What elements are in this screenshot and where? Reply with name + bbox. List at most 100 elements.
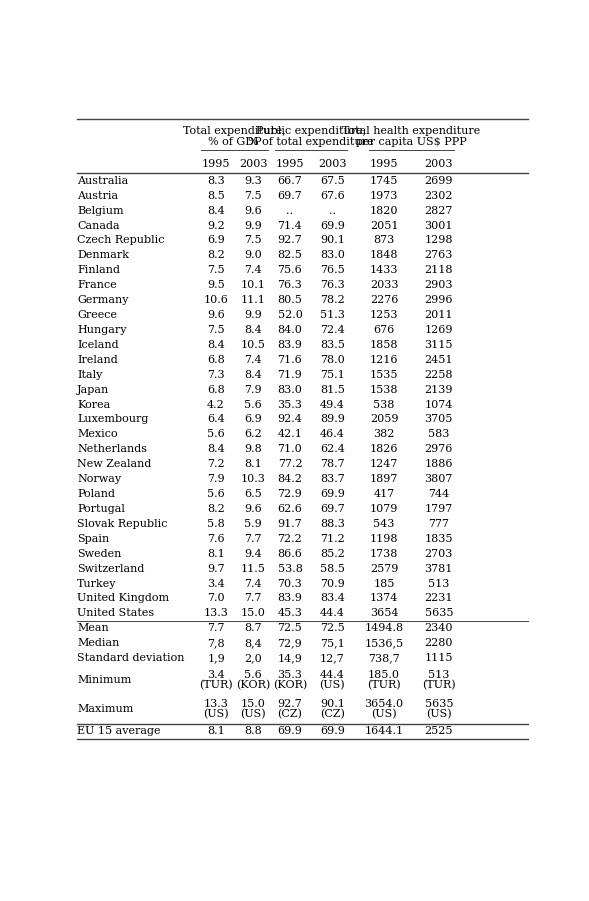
- Text: 7.4: 7.4: [244, 578, 262, 588]
- Text: 2763: 2763: [425, 250, 453, 260]
- Text: 75.6: 75.6: [277, 265, 302, 276]
- Text: 83.9: 83.9: [277, 340, 302, 350]
- Text: 11.5: 11.5: [241, 564, 266, 574]
- Text: 1973: 1973: [370, 191, 398, 201]
- Text: 1826: 1826: [370, 444, 398, 454]
- Text: 1535: 1535: [370, 369, 398, 379]
- Text: 76.3: 76.3: [277, 280, 302, 290]
- Text: 5.6: 5.6: [244, 669, 262, 680]
- Text: 2003: 2003: [318, 159, 346, 169]
- Text: 1,9: 1,9: [207, 653, 225, 663]
- Text: 92.7: 92.7: [277, 699, 302, 709]
- Text: 676: 676: [373, 325, 395, 335]
- Text: Canada: Canada: [77, 221, 120, 231]
- Text: 72.9: 72.9: [277, 489, 302, 499]
- Text: 382: 382: [373, 430, 395, 440]
- Text: 6.2: 6.2: [244, 430, 262, 440]
- Text: 67.5: 67.5: [320, 176, 345, 186]
- Text: Netherlands: Netherlands: [77, 444, 147, 454]
- Text: 35.3: 35.3: [277, 399, 302, 410]
- Text: 3807: 3807: [425, 474, 453, 484]
- Text: 8.2: 8.2: [207, 504, 225, 514]
- Text: 8.4: 8.4: [244, 369, 262, 379]
- Text: 513: 513: [428, 578, 449, 588]
- Text: 538: 538: [373, 399, 395, 410]
- Text: 2011: 2011: [425, 310, 453, 320]
- Text: Norway: Norway: [77, 474, 121, 484]
- Text: 1820: 1820: [370, 205, 398, 215]
- Text: 83.5: 83.5: [320, 340, 345, 350]
- Text: 90.1: 90.1: [320, 235, 345, 245]
- Text: 46.4: 46.4: [320, 430, 345, 440]
- Text: 2003: 2003: [239, 159, 267, 169]
- Text: 70.9: 70.9: [320, 578, 345, 588]
- Text: 2340: 2340: [425, 623, 453, 633]
- Text: 67.6: 67.6: [320, 191, 345, 201]
- Text: New Zealand: New Zealand: [77, 460, 151, 469]
- Text: 2280: 2280: [425, 638, 453, 648]
- Text: Austria: Austria: [77, 191, 118, 201]
- Text: 7.0: 7.0: [207, 594, 225, 604]
- Text: ..: ..: [286, 205, 293, 215]
- Text: EU 15 average: EU 15 average: [77, 726, 161, 736]
- Text: 77.2: 77.2: [277, 460, 302, 469]
- Text: 1074: 1074: [425, 399, 453, 410]
- Text: 4.2: 4.2: [207, 399, 225, 410]
- Text: 5.6: 5.6: [207, 430, 225, 440]
- Text: 84.0: 84.0: [277, 325, 302, 335]
- Text: 738,7: 738,7: [368, 653, 400, 663]
- Text: Median: Median: [77, 638, 120, 648]
- Text: 2976: 2976: [425, 444, 453, 454]
- Text: 1494.8: 1494.8: [365, 623, 403, 633]
- Text: Hungary: Hungary: [77, 325, 127, 335]
- Text: 6.9: 6.9: [207, 235, 225, 245]
- Text: 89.9: 89.9: [320, 414, 345, 424]
- Text: Spain: Spain: [77, 533, 110, 544]
- Text: 2703: 2703: [425, 549, 453, 559]
- Text: 2996: 2996: [425, 296, 453, 305]
- Text: 8.4: 8.4: [207, 444, 225, 454]
- Text: 583: 583: [428, 430, 449, 440]
- Text: 8.3: 8.3: [207, 176, 225, 186]
- Text: 10.3: 10.3: [241, 474, 266, 484]
- Text: (US): (US): [426, 709, 452, 720]
- Text: 1538: 1538: [370, 385, 398, 395]
- Text: 7.7: 7.7: [244, 594, 262, 604]
- Text: 15.0: 15.0: [241, 608, 266, 618]
- Text: 2139: 2139: [425, 385, 453, 395]
- Text: 83.4: 83.4: [320, 594, 345, 604]
- Text: Australia: Australia: [77, 176, 128, 186]
- Text: 7.7: 7.7: [244, 533, 262, 544]
- Text: 10.1: 10.1: [241, 280, 266, 290]
- Text: 7,8: 7,8: [207, 638, 225, 648]
- Text: 53.8: 53.8: [277, 564, 302, 574]
- Text: 777: 777: [428, 519, 449, 529]
- Text: 2903: 2903: [425, 280, 453, 290]
- Text: 10.5: 10.5: [241, 340, 266, 350]
- Text: Denmark: Denmark: [77, 250, 129, 260]
- Text: 8.1: 8.1: [207, 549, 225, 559]
- Text: Mean: Mean: [77, 623, 109, 633]
- Text: United Kingdom: United Kingdom: [77, 594, 170, 604]
- Text: 5.6: 5.6: [244, 399, 262, 410]
- Text: Poland: Poland: [77, 489, 115, 499]
- Text: 83.0: 83.0: [277, 385, 302, 395]
- Text: 69.9: 69.9: [320, 221, 345, 231]
- Text: 72.5: 72.5: [320, 623, 345, 633]
- Text: 76.5: 76.5: [320, 265, 345, 276]
- Text: 5.8: 5.8: [207, 519, 225, 529]
- Text: 1858: 1858: [370, 340, 398, 350]
- Text: 13.3: 13.3: [204, 699, 229, 709]
- Text: 80.5: 80.5: [277, 296, 302, 305]
- Text: Ireland: Ireland: [77, 355, 118, 365]
- Text: Switzerland: Switzerland: [77, 564, 145, 574]
- Text: Iceland: Iceland: [77, 340, 119, 350]
- Text: 9.9: 9.9: [244, 310, 262, 320]
- Text: 69.9: 69.9: [320, 726, 345, 736]
- Text: 7.4: 7.4: [244, 355, 262, 365]
- Text: 88.3: 88.3: [320, 519, 345, 529]
- Text: (US): (US): [319, 680, 345, 690]
- Text: 14,9: 14,9: [277, 653, 302, 663]
- Text: 5.9: 5.9: [244, 519, 262, 529]
- Text: 49.4: 49.4: [320, 399, 345, 410]
